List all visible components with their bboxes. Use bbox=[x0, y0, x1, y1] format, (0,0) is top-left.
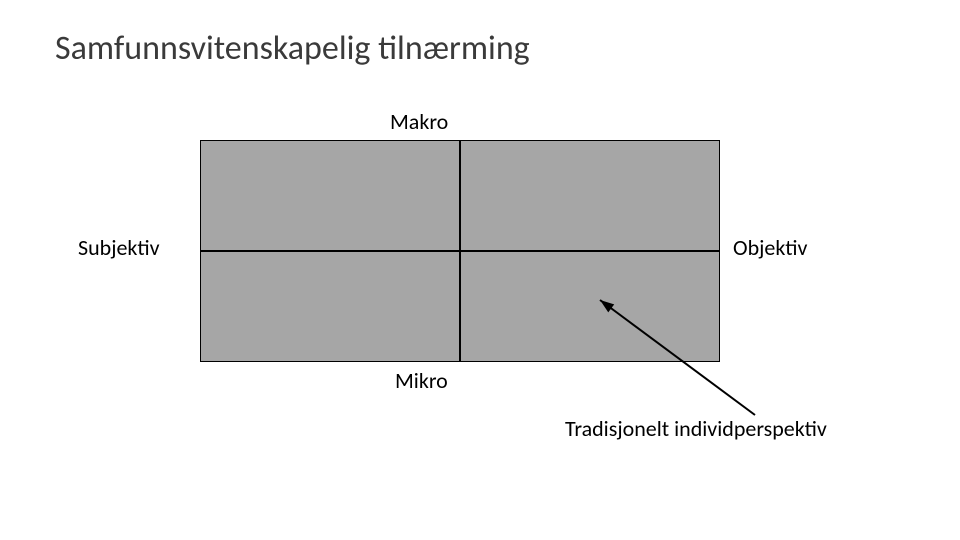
arrow-icon bbox=[0, 0, 960, 540]
